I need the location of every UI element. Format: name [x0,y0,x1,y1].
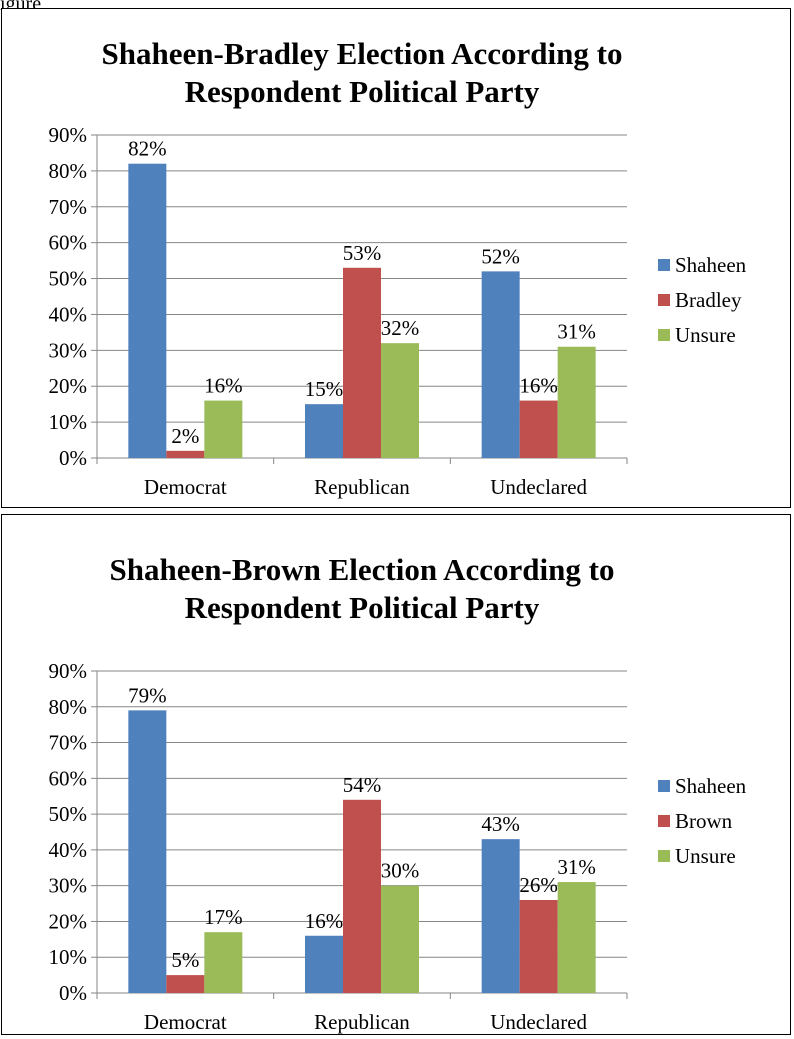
bar-shaheen-democrat [128,710,167,993]
data-label: 16% [204,374,243,398]
x-tick-label: Democrat [144,475,227,499]
y-tick-label: 10% [49,945,88,969]
chart-shaheen-brown: Shaheen-Brown Election According to Resp… [1,514,791,1035]
bar-chart-plot: 0% 10% 20% 30% 40% 50% 60% 70% 80% 90% Democrat 79%… [49,659,747,1034]
y-tick-label: 90% [49,659,88,683]
bar-bradley-undeclared [519,400,558,458]
bar-bradley-republican [343,267,381,458]
data-label: 31% [557,855,596,879]
x-tick-label: Republican [314,475,410,499]
legend-swatch [658,850,670,862]
legend-label: Unsure [675,323,736,347]
data-label: 79% [128,683,167,707]
legend-label: Unsure [675,844,736,868]
legend-swatch [658,329,670,341]
x-tick-label: Undeclared [490,475,587,499]
bar-brown-republican [343,799,381,993]
legend-swatch [658,294,670,306]
data-label: 53% [343,241,382,265]
data-label: 16% [519,374,558,398]
bar-unsure-democrat [204,932,243,993]
y-tick-label: 40% [49,838,88,862]
x-tick-label: Democrat [144,1010,227,1034]
y-tick-label: 60% [49,766,88,790]
legend-label: Brown [675,809,733,833]
data-label: 82% [128,137,167,161]
chart-title-line1: Shaheen-Brown Election According to [109,552,615,587]
y-tick-label: 20% [49,374,88,398]
x-tick-label: Republican [314,1010,410,1034]
y-tick-label: 50% [49,267,88,291]
data-label: 16% [305,909,344,933]
data-label: 54% [343,773,382,797]
y-tick-label: 0% [59,446,87,470]
data-label: 15% [305,377,344,401]
bar-shaheen-republican [305,404,343,458]
bar-shaheen-republican [305,935,343,993]
y-tick-label: 0% [59,981,87,1005]
data-label: 2% [171,424,199,448]
y-tick-label: 30% [49,874,88,898]
bar-shaheen-undeclared [481,839,520,993]
legend-label: Shaheen [675,253,747,277]
data-label: 30% [381,859,420,883]
legend-label: Bradley [675,288,742,312]
data-label: 26% [519,873,558,897]
y-tick-label: 40% [49,302,88,326]
data-label: 5% [171,948,199,972]
bar-brown-democrat [166,975,205,993]
legend-swatch [658,780,670,792]
bar-shaheen-democrat [128,163,167,458]
chart-title-line2: Respondent Political Party [184,74,540,109]
y-tick-label: 50% [49,802,88,826]
data-label: 17% [204,905,243,929]
legend-swatch [658,815,670,827]
bar-brown-undeclared [519,899,558,993]
y-tick-label: 10% [49,410,88,434]
data-label: 43% [481,812,520,836]
legend-swatch [658,259,670,271]
y-tick-label: 70% [49,731,88,755]
chart-title-line2: Respondent Political Party [184,590,540,625]
bar-unsure-undeclared [557,882,596,993]
chart-title-line1: Shaheen-Bradley Election According to [101,36,623,71]
bar-unsure-undeclared [557,346,596,458]
y-tick-label: 80% [49,159,88,183]
bar-unsure-democrat [204,400,243,458]
chart-shaheen-bradley: Shaheen-Bradley Election According to Re… [1,8,791,508]
data-label: 31% [557,320,596,344]
x-tick-label: Undeclared [490,1010,587,1034]
bar-unsure-republican [381,885,419,993]
legend-label: Shaheen [675,774,747,798]
bar-chart-plot: 0% 10% 20% 30% 40% 50% 60% 70% 80% 90% Democrat 82%… [49,123,747,499]
data-label: 32% [381,316,420,340]
data-label: 52% [481,244,520,268]
y-tick-label: 80% [49,695,88,719]
y-tick-label: 60% [49,231,88,255]
y-tick-label: 30% [49,338,88,362]
bar-shaheen-undeclared [481,271,520,458]
bar-unsure-republican [381,343,419,458]
y-tick-label: 20% [49,909,88,933]
y-tick-label: 70% [49,195,88,219]
bar-bradley-democrat [166,450,205,458]
y-tick-label: 90% [49,123,88,147]
